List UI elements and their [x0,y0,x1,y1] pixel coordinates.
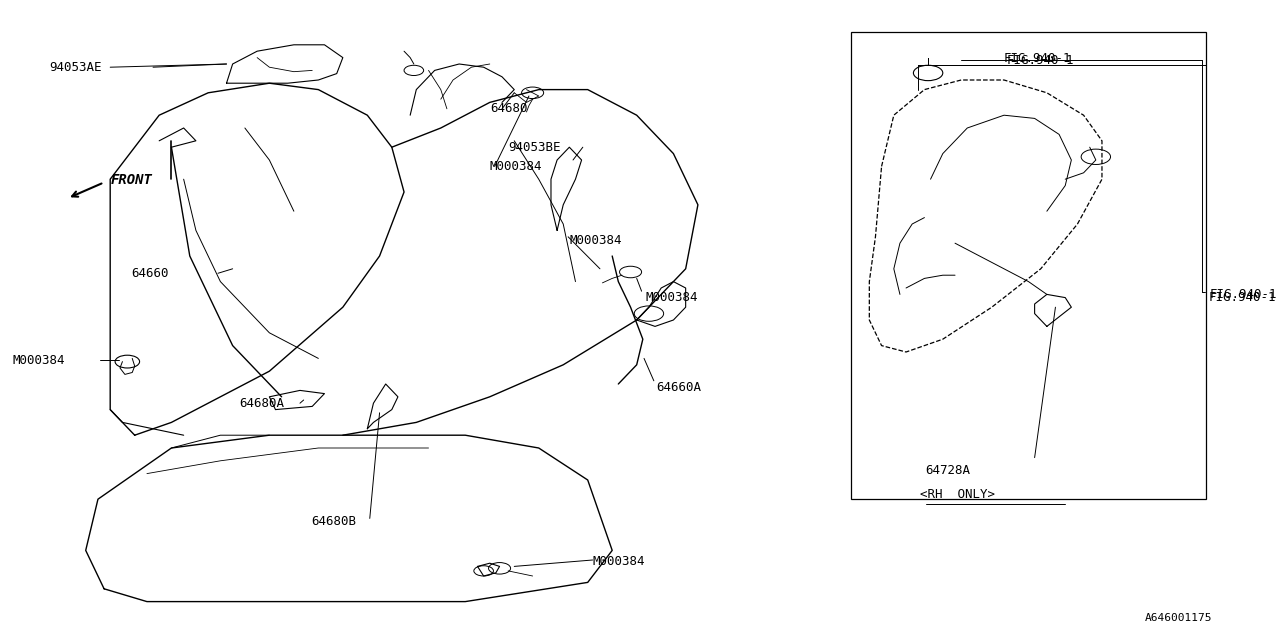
Text: 94053BE: 94053BE [508,141,561,154]
Text: FIG.940-1: FIG.940-1 [1006,54,1074,67]
Text: A646001175: A646001175 [1144,612,1212,623]
Text: M000384: M000384 [13,354,65,367]
Text: FIG.940-1: FIG.940-1 [1208,291,1276,304]
Text: FIG.940-1: FIG.940-1 [1004,52,1071,65]
Text: M000384: M000384 [570,234,622,246]
Text: M000384: M000384 [490,160,543,173]
Text: FRONT: FRONT [110,173,152,188]
Text: 64660A: 64660A [657,381,701,394]
Text: 64728A: 64728A [925,464,970,477]
Text: M000384: M000384 [645,291,698,304]
Text: FIG.940-1: FIG.940-1 [1210,288,1277,301]
Text: 64680: 64680 [490,102,527,115]
Text: 64680A: 64680A [239,397,284,410]
Text: 64660: 64660 [131,267,169,280]
Text: <RH  ONLY>: <RH ONLY> [919,488,995,500]
Text: 64680B: 64680B [311,515,356,528]
Text: M000384: M000384 [593,555,645,568]
Text: 94053AE: 94053AE [49,61,101,74]
Bar [851,32,1206,499]
